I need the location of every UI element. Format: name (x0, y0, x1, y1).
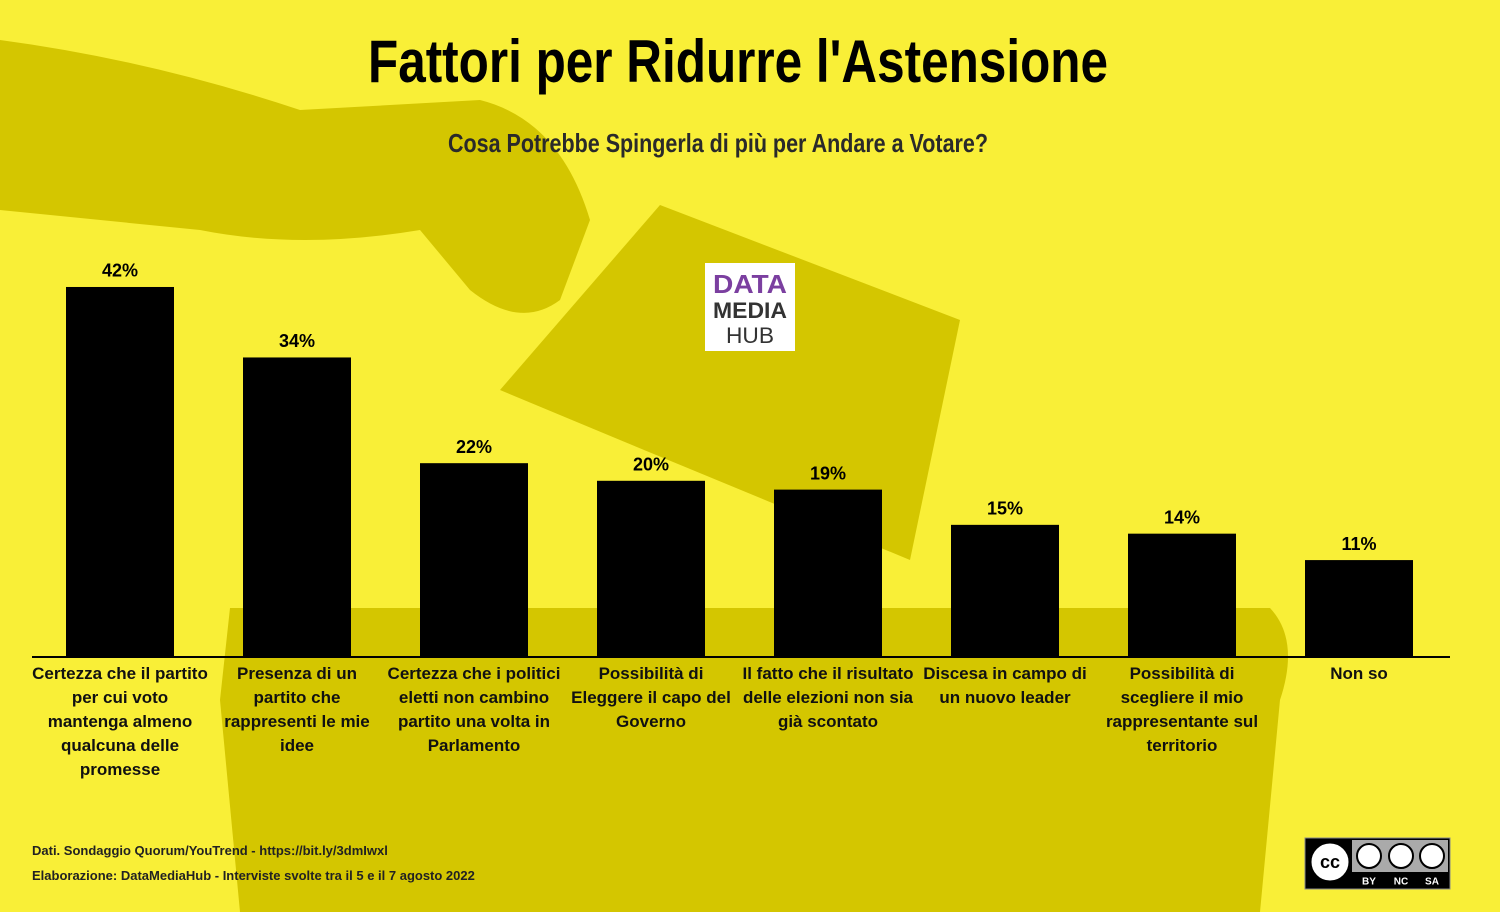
footer-credit: Elaborazione: DataMediaHub - Interviste … (32, 868, 475, 883)
icon (1419, 843, 1445, 869)
x-tick-label: Certezza che il partito per cui voto man… (32, 664, 208, 779)
cc-circle (1308, 840, 1352, 884)
logo: DATA MEDIA HUB (705, 263, 795, 351)
x-tick-label: Il fatto che il risultato delle elezioni… (742, 664, 914, 731)
logo-text: HUB (726, 323, 774, 348)
value-label: 42% (102, 261, 138, 281)
footer-source: Dati. Sondaggio Quorum/YouTrend - https:… (32, 843, 388, 858)
bar (597, 480, 705, 657)
bar (420, 463, 528, 657)
bar (774, 489, 882, 657)
x-tick-label: Non so (1330, 664, 1388, 683)
icon (1388, 843, 1414, 869)
logo-text: DATA (713, 269, 787, 299)
x-tick-label: Presenza di un partito che rappresenti l… (224, 664, 370, 755)
logo-text: MEDIA (713, 298, 787, 323)
badge-label: NC (1394, 877, 1408, 888)
bar (243, 357, 351, 657)
x-tick-label: Discesa in campo di un nuovo leader (923, 664, 1087, 707)
license-badge: cc BY NC SA (1304, 837, 1451, 890)
badge-label: BY (1362, 877, 1376, 888)
bar (1128, 533, 1236, 657)
value-label: 11% (1341, 534, 1376, 554)
logo-box (705, 263, 795, 351)
chart-title: Fattori per Ridurre l'Astensione (368, 28, 1108, 95)
background-photo (0, 40, 1288, 912)
value-label: 14% (1164, 507, 1200, 527)
x-tick-label: Possibilità di Eleggere il capo del Gove… (571, 664, 731, 731)
value-label: 19% (810, 463, 846, 483)
chart-subtitle: Cosa Potrebbe Spingerla di più per Andar… (448, 128, 988, 158)
x-tick-label: Possibilità di scegliere il mio rapprese… (1105, 664, 1259, 755)
value-label: 22% (456, 437, 492, 457)
value-label: 15% (987, 499, 1023, 519)
bar (951, 524, 1059, 657)
x-tick-label: Certezza che i politici eletti non cambi… (387, 664, 561, 755)
bar (66, 286, 174, 657)
value-label: 34% (279, 331, 315, 351)
cc-mark: cc (1320, 852, 1340, 872)
bar (1305, 560, 1413, 657)
icon (1356, 843, 1382, 869)
badge-label: SA (1425, 877, 1439, 888)
value-label: 20% (633, 455, 669, 475)
